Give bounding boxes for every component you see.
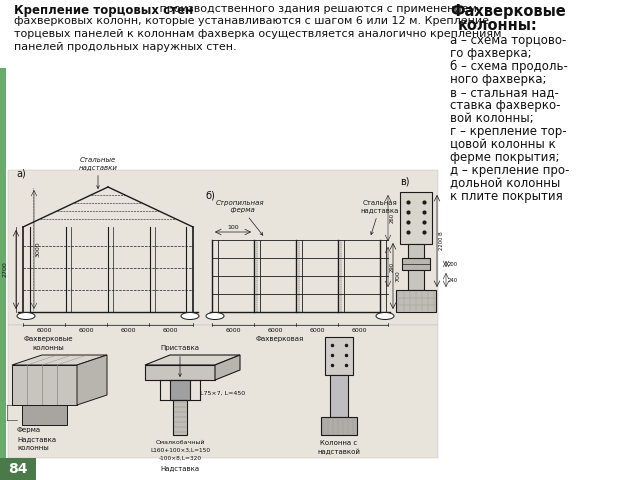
Text: Фахверковая: Фахверковая xyxy=(256,336,304,342)
Text: Надставка: Надставка xyxy=(161,465,200,471)
Text: 6000: 6000 xyxy=(36,328,52,333)
Text: Стальная
надставка: Стальная надставка xyxy=(361,200,399,235)
Text: го фахверка;: го фахверка; xyxy=(450,47,532,60)
Text: Смалкобачный: Смалкобачный xyxy=(156,440,205,445)
Text: в): в) xyxy=(400,177,410,187)
Text: а): а) xyxy=(16,169,26,179)
Text: 6000: 6000 xyxy=(351,328,367,333)
Text: 6000: 6000 xyxy=(225,328,241,333)
Text: Приставка: Приставка xyxy=(161,345,200,376)
Polygon shape xyxy=(12,355,107,365)
Text: Стальные
надставки: Стальные надставки xyxy=(79,157,117,189)
Bar xyxy=(325,337,353,375)
Bar xyxy=(173,400,187,435)
Bar xyxy=(8,170,438,325)
Text: цовой колонны к: цовой колонны к xyxy=(450,138,556,151)
Text: 6000: 6000 xyxy=(309,328,324,333)
Text: колонны: колонны xyxy=(32,345,64,351)
Text: 6000: 6000 xyxy=(268,328,283,333)
Bar xyxy=(0,68,6,458)
Text: ного фахверка;: ного фахверка; xyxy=(450,73,547,86)
Bar xyxy=(400,192,432,244)
Text: колонны:: колонны: xyxy=(458,18,538,33)
Bar xyxy=(408,244,424,290)
Text: колонны: колонны xyxy=(17,445,49,451)
Text: Стропильная
  ферма: Стропильная ферма xyxy=(216,200,264,235)
Text: Фахверковые: Фахверковые xyxy=(23,336,73,342)
Bar xyxy=(396,290,436,312)
Polygon shape xyxy=(145,365,215,380)
Bar xyxy=(170,380,190,400)
Text: 240: 240 xyxy=(448,277,458,283)
Text: панелей продольных наружных стен.: панелей продольных наружных стен. xyxy=(14,41,237,51)
Text: фахверковых колонн, которые устанавливаются с шагом 6 или 12 м. Крепление: фахверковых колонн, которые устанавливаю… xyxy=(14,16,489,26)
Bar xyxy=(402,258,430,270)
Text: 3000: 3000 xyxy=(36,242,41,257)
Text: 6000: 6000 xyxy=(78,328,93,333)
Text: д – крепление про-: д – крепление про- xyxy=(450,164,570,177)
Text: Ферма: Ферма xyxy=(17,427,41,433)
Text: в – стальная над-: в – стальная над- xyxy=(450,86,559,99)
Ellipse shape xyxy=(17,312,35,320)
Text: Колонна с: Колонна с xyxy=(321,440,358,446)
Text: 100: 100 xyxy=(227,225,239,230)
Bar xyxy=(0,458,36,480)
Text: L75×7, L=450: L75×7, L=450 xyxy=(200,391,245,396)
Text: 2200 В: 2200 В xyxy=(439,232,444,251)
Polygon shape xyxy=(22,405,67,425)
Text: Фахверковые: Фахверковые xyxy=(450,4,566,19)
Text: 84: 84 xyxy=(8,462,28,476)
Text: L160+100×3,L=150: L160+100×3,L=150 xyxy=(150,448,210,453)
Text: к плите покрытия: к плите покрытия xyxy=(450,190,563,203)
Bar xyxy=(8,325,438,458)
Text: торцевых панелей к колоннам фахверка осуществляется аналогично креплениям: торцевых панелей к колоннам фахверка осу… xyxy=(14,29,502,39)
Text: а – схема торцово-: а – схема торцово- xyxy=(450,34,566,47)
Text: Крепление торцовых стен: Крепление торцовых стен xyxy=(14,4,193,17)
Text: 2700: 2700 xyxy=(3,262,8,277)
Polygon shape xyxy=(215,355,240,380)
Text: 700: 700 xyxy=(395,270,400,282)
Text: б): б) xyxy=(205,190,215,200)
Text: ставка фахверко-: ставка фахверко- xyxy=(450,99,561,112)
Ellipse shape xyxy=(206,312,224,320)
Polygon shape xyxy=(12,365,77,405)
Text: б – схема продоль-: б – схема продоль- xyxy=(450,60,568,73)
Text: дольной колонны: дольной колонны xyxy=(450,177,560,190)
Ellipse shape xyxy=(376,312,394,320)
Text: Надставка: Надставка xyxy=(17,436,56,442)
Text: г – крепление тор-: г – крепление тор- xyxy=(450,125,566,138)
Text: надставкой: надставкой xyxy=(317,449,360,456)
Text: 6000: 6000 xyxy=(163,328,178,333)
Text: 260: 260 xyxy=(390,213,395,223)
Polygon shape xyxy=(77,355,107,405)
Bar xyxy=(330,375,348,417)
Text: -100×8,L=320: -100×8,L=320 xyxy=(159,456,202,461)
Text: вой колонны;: вой колонны; xyxy=(450,112,534,125)
Bar xyxy=(321,417,357,435)
Text: 290: 290 xyxy=(390,262,395,272)
Ellipse shape xyxy=(181,312,199,320)
Text: ферме покрытия;: ферме покрытия; xyxy=(450,151,559,164)
Text: 6000: 6000 xyxy=(120,328,136,333)
Polygon shape xyxy=(145,355,240,365)
Text: 200: 200 xyxy=(448,262,458,266)
Text: производственного здания решаются с применением: производственного здания решаются с прим… xyxy=(156,4,477,14)
